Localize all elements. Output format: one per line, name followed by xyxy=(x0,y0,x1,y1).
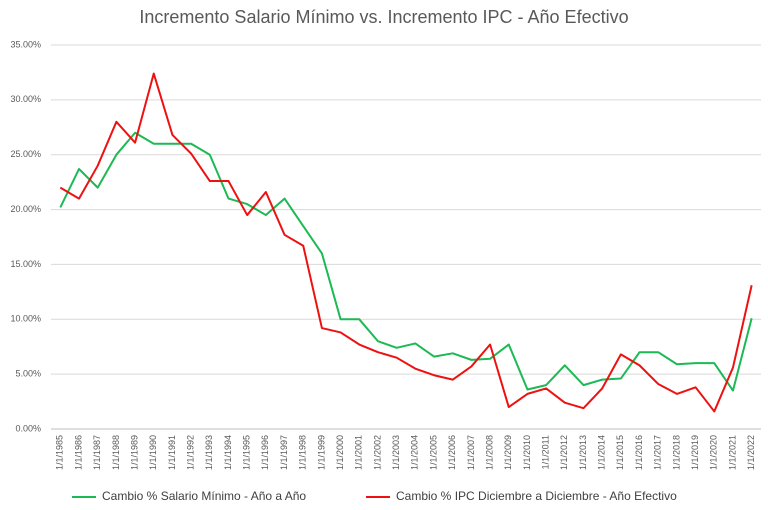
x-tick-label: 1/1/2000 xyxy=(335,435,345,470)
series-line xyxy=(59,131,753,392)
x-tick-label: 1/1/2003 xyxy=(391,435,401,470)
x-tick-label: 1/1/2011 xyxy=(541,435,551,469)
x-tick-label: 1/1/1985 xyxy=(55,435,65,470)
y-tick-label: 25.00% xyxy=(10,149,41,159)
x-tick-label: 1/1/2013 xyxy=(578,435,588,470)
chart-title: Incremento Salario Mínimo vs. Incremento… xyxy=(139,7,628,27)
y-tick-label: 35.00% xyxy=(10,39,41,49)
x-tick-label: 1/1/1988 xyxy=(111,435,121,470)
x-tick-label: 1/1/1987 xyxy=(92,435,102,470)
x-tick-label: 1/1/2016 xyxy=(634,435,644,470)
x-tick-label: 1/1/1991 xyxy=(167,435,177,470)
x-tick-label: 1/1/1998 xyxy=(298,435,308,470)
x-tick-label: 1/1/2015 xyxy=(615,435,625,470)
x-tick-label: 1/1/2005 xyxy=(428,435,438,470)
x-tick-label: 1/1/2019 xyxy=(690,435,700,470)
y-tick-label: 20.00% xyxy=(10,204,41,214)
x-tick-label: 1/1/1986 xyxy=(73,435,83,470)
x-tick-label: 1/1/2007 xyxy=(466,435,476,470)
legend-label: Cambio % Salario Mínimo - Año a Año xyxy=(102,489,306,503)
x-tick-label: 1/1/2009 xyxy=(503,435,513,470)
x-tick-label: 1/1/2017 xyxy=(653,435,663,470)
x-tick-label: 1/1/2014 xyxy=(597,435,607,470)
y-tick-label: 15.00% xyxy=(10,259,41,269)
x-tick-label: 1/1/1999 xyxy=(316,435,326,470)
series-line xyxy=(59,72,753,413)
x-tick-label: 1/1/2006 xyxy=(447,435,457,470)
x-tick-label: 1/1/1997 xyxy=(279,435,289,470)
x-tick-label: 1/1/1995 xyxy=(242,435,252,470)
x-tick-label: 1/1/2001 xyxy=(354,435,364,470)
x-tick-label: 1/1/1996 xyxy=(260,435,270,470)
x-tick-label: 1/1/2018 xyxy=(671,435,681,470)
x-tick-label: 1/1/1992 xyxy=(186,435,196,470)
x-tick-label: 1/1/2022 xyxy=(746,435,756,470)
x-tick-label: 1/1/2020 xyxy=(709,435,719,470)
y-tick-label: 30.00% xyxy=(10,94,41,104)
legend-label: Cambio % IPC Diciembre a Diciembre - Año… xyxy=(396,489,677,503)
x-tick-label: 1/1/2004 xyxy=(410,435,420,470)
x-tick-label: 1/1/1993 xyxy=(204,435,214,470)
y-tick-label: 10.00% xyxy=(10,314,41,324)
x-tick-label: 1/1/2012 xyxy=(559,435,569,470)
x-tick-label: 1/1/1989 xyxy=(129,435,139,470)
x-tick-label: 1/1/1990 xyxy=(148,435,158,470)
x-tick-label: 1/1/2002 xyxy=(372,435,382,470)
x-tick-label: 1/1/1994 xyxy=(223,435,233,470)
x-tick-label: 1/1/2008 xyxy=(484,435,494,470)
y-tick-label: 5.00% xyxy=(15,369,41,379)
x-tick-label: 1/1/2010 xyxy=(522,435,532,470)
x-tick-label: 1/1/2021 xyxy=(727,435,737,470)
y-tick-label: 0.00% xyxy=(15,423,41,433)
